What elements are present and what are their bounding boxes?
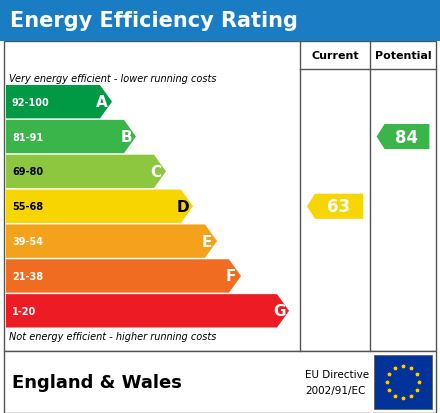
Text: 92-100: 92-100	[12, 97, 50, 107]
Text: Current: Current	[311, 51, 359, 61]
Text: 69-80: 69-80	[12, 167, 43, 177]
Bar	[0, 0, 440, 42]
Bar	[374, 355, 432, 409]
Text: E: E	[202, 234, 212, 249]
Text: B: B	[120, 130, 132, 145]
Text: 1-20: 1-20	[12, 306, 36, 316]
Text: 84: 84	[396, 128, 418, 146]
Text: EU Directive: EU Directive	[305, 369, 369, 379]
Text: D: D	[177, 199, 189, 214]
Polygon shape	[6, 86, 112, 119]
Text: Potential: Potential	[375, 51, 431, 61]
Text: A: A	[96, 95, 108, 110]
Polygon shape	[6, 155, 166, 189]
Text: Not energy efficient - higher running costs: Not energy efficient - higher running co…	[9, 331, 216, 341]
Text: 21-38: 21-38	[12, 271, 43, 281]
Text: England & Wales: England & Wales	[12, 373, 182, 391]
Polygon shape	[6, 190, 193, 223]
Polygon shape	[6, 260, 241, 293]
Polygon shape	[377, 125, 429, 150]
Text: Energy Efficiency Rating: Energy Efficiency Rating	[10, 11, 298, 31]
Text: C: C	[150, 164, 161, 180]
Bar	[4, 42, 436, 351]
Text: 55-68: 55-68	[12, 202, 43, 212]
Polygon shape	[6, 225, 217, 258]
Text: 39-54: 39-54	[12, 237, 43, 247]
Text: Very energy efficient - lower running costs: Very energy efficient - lower running co…	[9, 74, 216, 84]
Polygon shape	[6, 121, 136, 154]
Text: 81-91: 81-91	[12, 132, 43, 142]
Polygon shape	[307, 194, 363, 219]
Polygon shape	[6, 294, 289, 328]
Bar	[4, 351, 436, 413]
Text: 2002/91/EC: 2002/91/EC	[305, 385, 365, 395]
Text: G: G	[273, 304, 285, 318]
Text: F: F	[226, 269, 236, 284]
Text: 63: 63	[327, 198, 351, 216]
